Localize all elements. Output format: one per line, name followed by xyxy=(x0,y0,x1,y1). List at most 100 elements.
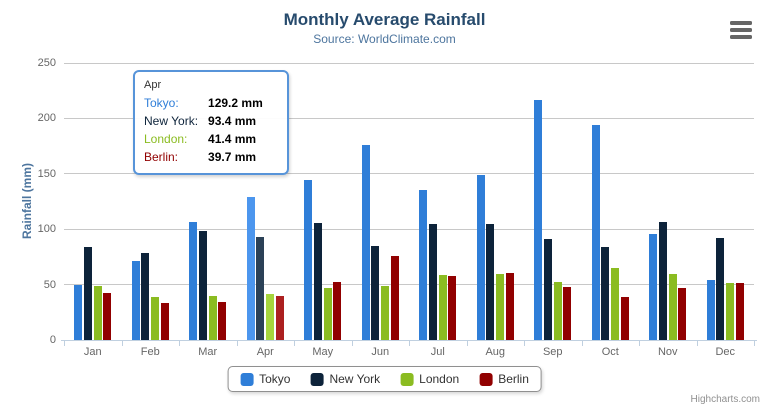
bar-tokyo-feb[interactable] xyxy=(131,260,140,340)
bar-london-apr[interactable] xyxy=(266,294,275,340)
gridline-100 xyxy=(64,228,754,230)
legend-item-new-york[interactable]: New York xyxy=(310,372,380,386)
x-axis-label-jul: Jul xyxy=(430,346,445,358)
bar-tokyo-mar[interactable] xyxy=(189,222,198,340)
bar-tokyo-may[interactable] xyxy=(304,180,313,340)
bar-london-mar[interactable] xyxy=(208,296,217,340)
bar-london-jul[interactable] xyxy=(438,274,447,340)
bar-new-york-oct[interactable] xyxy=(601,247,610,340)
legend-label: London xyxy=(419,372,460,386)
bar-berlin-mar[interactable] xyxy=(218,301,227,340)
x-axis-tick xyxy=(754,341,755,346)
legend-item-tokyo[interactable]: Tokyo xyxy=(240,372,290,386)
bar-new-york-apr[interactable] xyxy=(256,236,265,340)
bar-london-aug[interactable] xyxy=(496,273,505,340)
bar-new-york-nov[interactable] xyxy=(658,221,667,340)
bar-berlin-aug[interactable] xyxy=(505,273,514,340)
bar-new-york-jul[interactable] xyxy=(428,223,437,340)
bar-berlin-dec[interactable] xyxy=(735,283,744,340)
bar-london-jun[interactable] xyxy=(381,286,390,340)
x-axis-tick xyxy=(581,341,583,346)
bar-new-york-jun[interactable] xyxy=(371,246,380,340)
legend-item-london[interactable]: London xyxy=(400,372,459,386)
legend-symbol-icon xyxy=(240,372,254,386)
chart-subtitle: Source: WorldClimate.com xyxy=(313,32,456,46)
bar-berlin-feb[interactable] xyxy=(160,303,169,340)
x-axis-tick xyxy=(696,341,698,346)
bar-berlin-sep[interactable] xyxy=(563,287,572,340)
bar-berlin-nov[interactable] xyxy=(678,288,687,340)
bar-tokyo-jan[interactable] xyxy=(74,284,83,340)
x-axis-label-apr: Apr xyxy=(256,346,274,358)
legend-symbol-icon xyxy=(310,372,324,386)
legend-label: New York xyxy=(329,372,381,386)
bar-tokyo-apr[interactable] xyxy=(246,196,255,340)
x-axis-tick xyxy=(351,341,353,346)
bar-new-york-may[interactable] xyxy=(313,222,322,340)
gridline-150 xyxy=(64,173,754,175)
x-axis-tick xyxy=(179,341,180,346)
bar-new-york-dec[interactable] xyxy=(716,237,725,340)
x-axis-tick xyxy=(466,341,468,346)
bar-tokyo-aug[interactable] xyxy=(476,175,485,340)
x-axis-tick xyxy=(409,341,410,346)
legend-symbol-icon xyxy=(400,372,414,386)
bar-tokyo-nov[interactable] xyxy=(649,234,658,340)
bar-new-york-jan[interactable] xyxy=(83,247,92,340)
x-axis-tick xyxy=(64,341,65,346)
bar-tokyo-sep[interactable] xyxy=(534,100,543,340)
x-axis-label-aug: Aug xyxy=(485,346,506,358)
y-axis-label-150: 150 xyxy=(37,167,56,180)
legend-item-berlin[interactable]: Berlin xyxy=(479,372,529,386)
x-axis-label-feb: Feb xyxy=(140,346,160,358)
gridline-250 xyxy=(64,62,754,64)
bar-berlin-jul[interactable] xyxy=(448,276,457,340)
y-axis-label-200: 200 xyxy=(37,112,56,125)
x-axis-tick xyxy=(121,341,123,346)
bar-berlin-oct[interactable] xyxy=(620,296,629,340)
gridline-200 xyxy=(64,117,754,119)
x-axis-tick xyxy=(236,341,238,346)
bar-new-york-aug[interactable] xyxy=(486,224,495,340)
bar-london-may[interactable] xyxy=(323,287,332,340)
bar-london-sep[interactable] xyxy=(553,281,562,340)
x-axis-label-sep: Sep xyxy=(542,346,563,358)
legend-label: Tokyo xyxy=(259,372,291,386)
bar-new-york-feb[interactable] xyxy=(141,252,150,340)
bar-london-jan[interactable] xyxy=(93,285,102,340)
x-axis-label-nov: Nov xyxy=(657,346,678,358)
x-axis-label-jun: Jun xyxy=(371,346,390,358)
bar-berlin-may[interactable] xyxy=(333,281,342,340)
bar-tokyo-oct[interactable] xyxy=(591,124,600,340)
gridline-50 xyxy=(64,284,754,286)
x-axis-label-jan: Jan xyxy=(83,346,102,358)
bar-london-feb[interactable] xyxy=(151,297,160,340)
bar-new-york-mar[interactable] xyxy=(198,230,207,340)
legend-symbol-icon xyxy=(479,372,493,386)
bar-tokyo-dec[interactable] xyxy=(706,279,715,340)
x-axis-line xyxy=(61,340,757,341)
y-axis-label-100: 100 xyxy=(37,223,56,236)
bar-london-nov[interactable] xyxy=(668,274,677,340)
x-axis-tick xyxy=(639,341,640,346)
x-axis-label-dec: Dec xyxy=(715,346,736,358)
bar-berlin-apr[interactable] xyxy=(275,296,284,340)
bar-london-dec[interactable] xyxy=(726,283,735,340)
bar-berlin-jun[interactable] xyxy=(390,256,399,340)
chart-title: Monthly Average Rainfall xyxy=(283,10,486,29)
bar-london-oct[interactable] xyxy=(611,267,620,340)
bar-new-york-sep[interactable] xyxy=(543,238,552,340)
y-axis-label-0: 0 xyxy=(49,334,56,346)
y-axis-label-50: 50 xyxy=(43,278,56,291)
bar-berlin-jan[interactable] xyxy=(103,293,112,340)
x-axis-tick xyxy=(294,341,295,346)
legend-label: Berlin xyxy=(498,372,529,386)
bar-tokyo-jul[interactable] xyxy=(419,189,428,340)
x-axis-tick xyxy=(524,341,525,346)
bar-tokyo-jun[interactable] xyxy=(361,145,370,340)
highcharts-credit[interactable]: Highcharts.com xyxy=(690,394,760,405)
x-axis-label-oct: Oct xyxy=(601,346,619,358)
hamburger-menu-icon[interactable] xyxy=(729,20,753,40)
plot-area xyxy=(64,62,754,340)
